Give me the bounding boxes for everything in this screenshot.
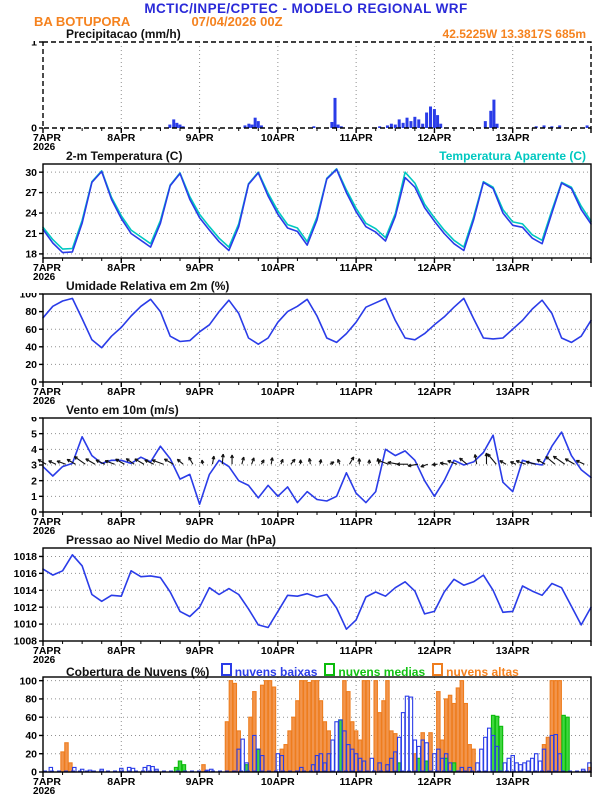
- svg-text:12APR: 12APR: [417, 132, 451, 144]
- legend-nuvens-altas: nuvens altas: [432, 663, 519, 678]
- svg-text:11APR: 11APR: [340, 645, 374, 657]
- svg-text:2: 2: [31, 475, 37, 487]
- svg-text:60: 60: [25, 712, 37, 724]
- svg-text:10APR: 10APR: [261, 262, 295, 274]
- svg-text:18: 18: [25, 249, 37, 261]
- svg-text:12APR: 12APR: [417, 516, 451, 528]
- svg-text:13APR: 13APR: [496, 132, 530, 144]
- temperature-title: 2-m Temperatura (C): [66, 149, 182, 163]
- svg-text:40: 40: [25, 730, 37, 742]
- svg-text:80: 80: [25, 694, 37, 706]
- svg-text:11APR: 11APR: [340, 132, 374, 144]
- svg-text:10APR: 10APR: [261, 516, 295, 528]
- svg-text:20: 20: [25, 748, 37, 760]
- svg-text:8APR: 8APR: [107, 386, 135, 398]
- svg-text:13APR: 13APR: [496, 516, 530, 528]
- svg-text:9APR: 9APR: [186, 516, 214, 528]
- svg-text:1010: 1010: [14, 619, 38, 631]
- low-cloud-swatch-icon: [221, 663, 232, 676]
- svg-text:1: 1: [31, 41, 37, 49]
- svg-text:2026: 2026: [33, 655, 56, 663]
- wind-title: Vento em 10m (m/s): [66, 403, 179, 417]
- mid-cloud-swatch-icon: [324, 663, 335, 676]
- svg-text:9APR: 9APR: [186, 132, 214, 144]
- svg-text:9APR: 9APR: [186, 262, 214, 274]
- svg-text:13APR: 13APR: [496, 262, 530, 274]
- svg-text:60: 60: [25, 324, 37, 336]
- svg-text:8APR: 8APR: [107, 645, 135, 657]
- svg-text:40: 40: [25, 341, 37, 353]
- svg-text:12APR: 12APR: [417, 386, 451, 398]
- svg-text:8APR: 8APR: [107, 262, 135, 274]
- svg-text:10APR: 10APR: [261, 776, 295, 788]
- svg-text:10APR: 10APR: [261, 386, 295, 398]
- svg-text:2026: 2026: [33, 786, 56, 794]
- panel-pressure: Pressao ao Nivel Medio do Mar (hPa) 1008…: [0, 534, 612, 663]
- svg-text:11APR: 11APR: [340, 386, 374, 398]
- cloud-cover-title: Cobertura de Nuvens (%): [66, 665, 209, 679]
- pressure-title: Pressao ao Nivel Medio do Mar (hPa): [66, 533, 276, 547]
- svg-text:1: 1: [31, 491, 37, 503]
- panel-temperature: 2-m Temperatura (C) Temperatura Aparente…: [0, 150, 612, 280]
- svg-text:9APR: 9APR: [186, 645, 214, 657]
- svg-text:30: 30: [25, 167, 37, 179]
- svg-text:13APR: 13APR: [496, 776, 530, 788]
- svg-text:10APR: 10APR: [261, 132, 295, 144]
- apparent-temperature-legend: Temperatura Aparente (C): [439, 150, 586, 162]
- svg-text:1012: 1012: [14, 602, 38, 614]
- panel-precipitation: Precipitacao (mm/h) 42.5225W 13.3817S 68…: [0, 28, 612, 150]
- svg-text:11APR: 11APR: [340, 516, 374, 528]
- location-coordinates: 42.5225W 13.3817S 685m: [443, 28, 586, 40]
- svg-text:2026: 2026: [33, 272, 56, 280]
- svg-text:20: 20: [25, 359, 37, 371]
- cloud-legend: nuvens baixas nuvens medias nuvens altas: [221, 663, 526, 678]
- legend-nuvens-baixas: nuvens baixas: [221, 663, 318, 678]
- svg-text:4: 4: [31, 444, 37, 456]
- precipitation-title: Precipitacao (mm/h): [66, 27, 181, 41]
- svg-text:100: 100: [19, 293, 37, 301]
- svg-text:1016: 1016: [14, 568, 38, 580]
- panel-cloud-cover: Cobertura de Nuvens (%) nuvens baixas nu…: [0, 663, 612, 794]
- svg-text:8APR: 8APR: [107, 516, 135, 528]
- svg-text:8APR: 8APR: [107, 132, 135, 144]
- svg-text:13APR: 13APR: [496, 386, 530, 398]
- svg-text:2026: 2026: [33, 142, 56, 150]
- svg-text:3: 3: [31, 460, 37, 472]
- svg-text:9APR: 9APR: [186, 386, 214, 398]
- svg-text:6: 6: [31, 417, 37, 425]
- svg-text:80: 80: [25, 306, 37, 318]
- svg-text:11APR: 11APR: [340, 776, 374, 788]
- svg-text:27: 27: [25, 187, 37, 199]
- humidity-title: Umidade Relativa em 2m (%): [66, 279, 229, 293]
- svg-text:11APR: 11APR: [340, 262, 374, 274]
- svg-text:13APR: 13APR: [496, 645, 530, 657]
- svg-text:2026: 2026: [33, 526, 56, 534]
- svg-text:10APR: 10APR: [261, 645, 295, 657]
- svg-text:5: 5: [31, 428, 37, 440]
- svg-text:12APR: 12APR: [417, 262, 451, 274]
- svg-text:24: 24: [25, 208, 37, 220]
- svg-text:8APR: 8APR: [107, 776, 135, 788]
- svg-text:2026: 2026: [33, 396, 56, 404]
- svg-text:12APR: 12APR: [417, 645, 451, 657]
- svg-text:9APR: 9APR: [186, 776, 214, 788]
- legend-nuvens-medias: nuvens medias: [324, 663, 425, 678]
- high-cloud-swatch-icon: [432, 663, 443, 676]
- svg-text:1014: 1014: [14, 585, 38, 597]
- svg-text:21: 21: [25, 228, 37, 240]
- run-datetime: 07/04/2026 00Z: [191, 14, 282, 29]
- svg-text:1018: 1018: [14, 551, 38, 563]
- svg-text:100: 100: [19, 676, 37, 687]
- svg-text:12APR: 12APR: [417, 776, 451, 788]
